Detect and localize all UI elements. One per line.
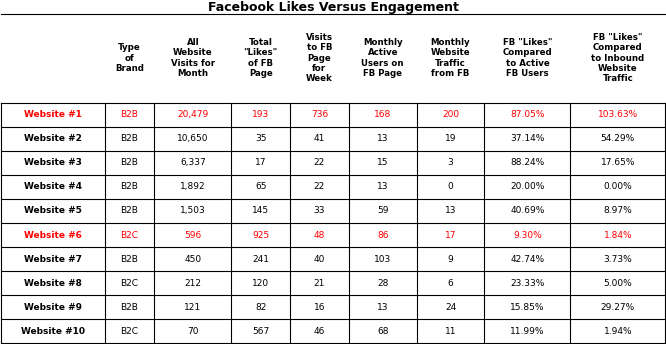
Text: 6: 6 [448,279,454,288]
Text: Total
"Likes"
of FB
Page: Total "Likes" of FB Page [244,38,278,78]
Text: 13: 13 [445,206,456,215]
Text: 241: 241 [252,255,269,264]
Text: 212: 212 [184,279,201,288]
Text: 925: 925 [252,230,269,239]
Text: 68: 68 [377,327,388,336]
Text: 17.65%: 17.65% [601,158,635,167]
Text: Website #8: Website #8 [24,279,82,288]
Text: 23.33%: 23.33% [510,279,545,288]
Text: 87.05%: 87.05% [510,110,545,119]
Text: 6,337: 6,337 [180,158,206,167]
Text: 16: 16 [314,303,325,312]
Text: 120: 120 [252,279,269,288]
Text: 33: 33 [314,206,325,215]
Text: 9: 9 [448,255,454,264]
Text: 35: 35 [255,134,266,143]
Text: 3.73%: 3.73% [603,255,632,264]
Text: Visits
to FB
Page
for
Week: Visits to FB Page for Week [306,33,333,84]
Text: 13: 13 [377,303,388,312]
Text: 1.84%: 1.84% [603,230,632,239]
Text: B2B: B2B [121,134,139,143]
Text: All
Website
Visits for
Month: All Website Visits for Month [170,38,215,78]
Text: Website #5: Website #5 [24,206,82,215]
Text: 40: 40 [314,255,325,264]
Text: B2B: B2B [121,303,139,312]
Text: 567: 567 [252,327,269,336]
Text: Website #3: Website #3 [24,158,82,167]
Text: 22: 22 [314,158,325,167]
Text: B2B: B2B [121,158,139,167]
Text: Monthly
Website
Traffic
from FB: Monthly Website Traffic from FB [431,38,470,78]
Text: 13: 13 [377,134,388,143]
Text: B2B: B2B [121,206,139,215]
Text: 19: 19 [445,134,456,143]
Text: 200: 200 [442,110,459,119]
Text: 103: 103 [374,255,392,264]
Text: FB "Likes"
Compared
to Active
FB Users: FB "Likes" Compared to Active FB Users [503,38,552,78]
Text: 88.24%: 88.24% [510,158,545,167]
Text: B2B: B2B [121,110,139,119]
Text: 41: 41 [314,134,325,143]
Text: 17: 17 [445,230,456,239]
Text: 21: 21 [314,279,325,288]
Text: 0: 0 [448,182,454,191]
Text: 17: 17 [255,158,266,167]
Text: Website #10: Website #10 [21,327,85,336]
Text: 11: 11 [445,327,456,336]
Text: 46: 46 [314,327,325,336]
Text: 54.29%: 54.29% [601,134,635,143]
Text: B2B: B2B [121,255,139,264]
Text: 24: 24 [445,303,456,312]
Text: 11.99%: 11.99% [510,327,545,336]
Text: 29.27%: 29.27% [601,303,635,312]
Text: 168: 168 [374,110,392,119]
Text: 15: 15 [377,158,388,167]
Text: 20.00%: 20.00% [510,182,545,191]
Text: Website #2: Website #2 [24,134,82,143]
Text: 9.30%: 9.30% [513,230,541,239]
Text: Website #4: Website #4 [24,182,82,191]
Text: 1,892: 1,892 [180,182,206,191]
Text: B2C: B2C [121,327,139,336]
Text: 20,479: 20,479 [177,110,208,119]
Text: 37.14%: 37.14% [510,134,545,143]
Text: 48: 48 [314,230,325,239]
Text: 22: 22 [314,182,325,191]
Text: 103.63%: 103.63% [597,110,638,119]
Text: 13: 13 [377,182,388,191]
Text: 82: 82 [255,303,266,312]
Text: 1,503: 1,503 [180,206,206,215]
Text: Website #9: Website #9 [24,303,82,312]
Text: 5.00%: 5.00% [603,279,632,288]
Text: Website #6: Website #6 [24,230,82,239]
Text: 450: 450 [184,255,201,264]
Text: 121: 121 [184,303,201,312]
Text: 736: 736 [311,110,328,119]
Text: 1.94%: 1.94% [603,327,632,336]
Text: Website #7: Website #7 [24,255,82,264]
Text: 70: 70 [187,327,198,336]
Text: Website #1: Website #1 [24,110,82,119]
Text: 40.69%: 40.69% [510,206,545,215]
Text: B2C: B2C [121,230,139,239]
Text: 193: 193 [252,110,269,119]
Text: 15.85%: 15.85% [510,303,545,312]
Text: Monthly
Active
Users on
FB Page: Monthly Active Users on FB Page [362,38,404,78]
Text: B2C: B2C [121,279,139,288]
Text: 28: 28 [377,279,388,288]
Text: 145: 145 [252,206,269,215]
Text: 42.74%: 42.74% [510,255,545,264]
Text: 10,650: 10,650 [177,134,208,143]
Text: 8.97%: 8.97% [603,206,632,215]
Text: 0.00%: 0.00% [603,182,632,191]
Text: 3: 3 [448,158,454,167]
Text: 596: 596 [184,230,202,239]
Text: B2B: B2B [121,182,139,191]
Text: FB "Likes"
Compared
to Inbound
Website
Traffic: FB "Likes" Compared to Inbound Website T… [591,33,645,84]
Text: 59: 59 [377,206,388,215]
Text: Facebook Likes Versus Engagement: Facebook Likes Versus Engagement [208,1,458,14]
Text: 86: 86 [377,230,388,239]
Text: Type
of
Brand: Type of Brand [115,43,144,73]
Text: 65: 65 [255,182,266,191]
